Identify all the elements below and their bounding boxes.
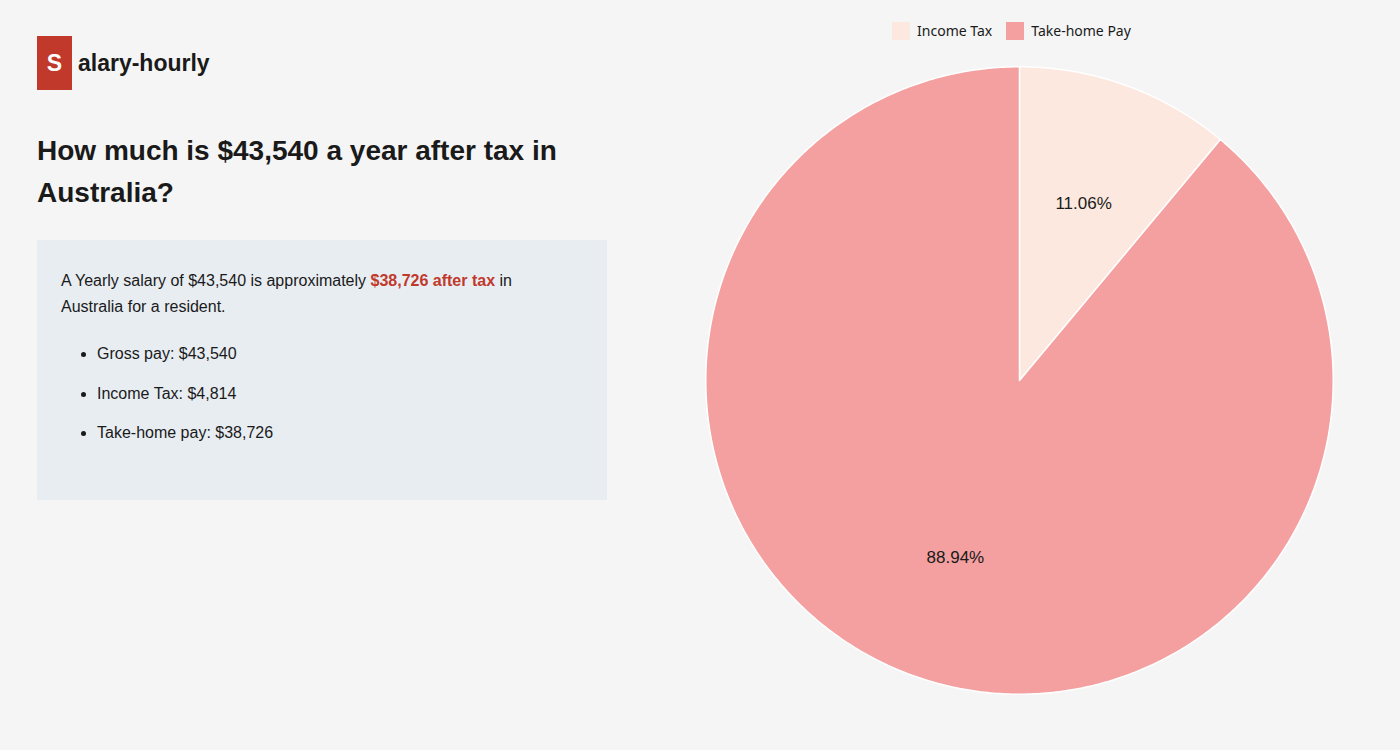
html-text:How much is $43,540 a year aft: How much is $43,540 a year after tax in … bbox=[37, 135, 557, 208]
html-text:S: S bbox=[46, 49, 63, 76]
svg-text:88.94%: 88.94% bbox=[926, 548, 984, 567]
html-text:Take-home pay: $38,726: Take-home pay: $38,726 bbox=[97, 424, 274, 442]
html-text:Income Tax: Income Tax bbox=[917, 21, 993, 40]
html-text:Gross pay: $43,540: Gross pay: $43,540 bbox=[97, 345, 237, 363]
html-text:Income Tax: $4,814: Income Tax: $4,814 bbox=[97, 384, 237, 402]
html-text:alary-hourly: alary-hourly bbox=[78, 49, 210, 76]
html-text:A Yearly salary of $43,540 is: A Yearly salary of $43,540 is approximat… bbox=[61, 272, 512, 289]
html-text:Take-home Pay: Take-home Pay bbox=[1031, 21, 1131, 40]
html-text:Australia for a resident.: Australia for a resident. bbox=[61, 297, 226, 315]
svg-text:11.06%: 11.06% bbox=[1055, 194, 1111, 213]
